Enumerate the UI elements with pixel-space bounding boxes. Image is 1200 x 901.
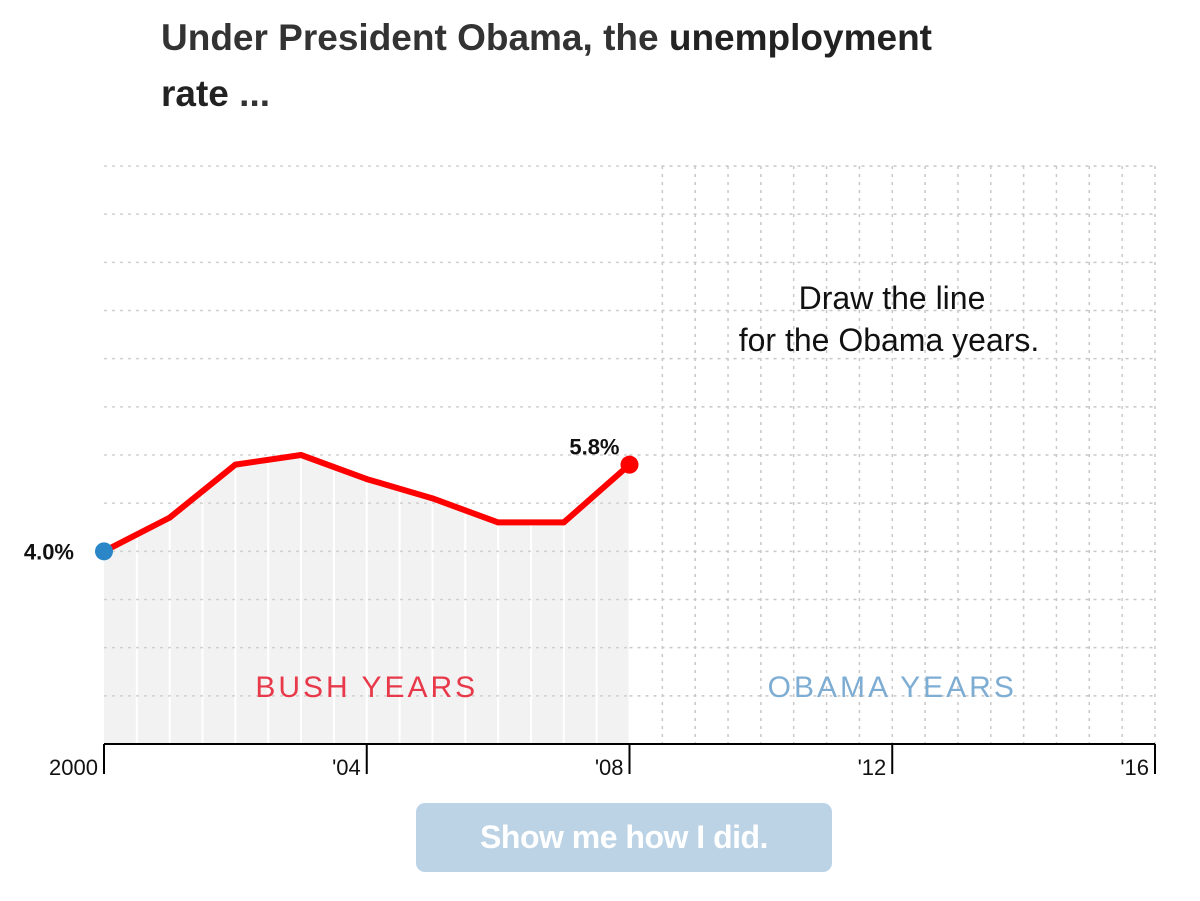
draw-prompt-line-2: for the Obama years. <box>739 322 1040 358</box>
x-tick-label: '16 <box>1120 755 1149 780</box>
headline-emphasis: unemployment <box>668 17 932 58</box>
bush-years-label: BUSH YEARS <box>255 671 478 704</box>
x-tick-label: '08 <box>595 755 624 780</box>
x-tick-label: '04 <box>332 755 361 780</box>
show-me-how-i-did-button[interactable]: Show me how I did. <box>416 803 832 872</box>
data-point <box>298 452 305 458</box>
data-point <box>560 519 567 526</box>
headline: Under President Obama, the unemployment r… <box>161 10 1041 122</box>
draw-prompt-line-1: Draw the line <box>799 280 986 316</box>
obama-years-label: OBAMA YEARS <box>768 671 1017 704</box>
unemployment-chart[interactable]: 2000 '04 '08 '12 '16 BUSH YEARS OBAMA YEARS Dra… <box>0 0 1200 800</box>
headline-emphasis-rate: rate <box>161 73 229 114</box>
end-point-marker <box>620 455 639 474</box>
data-point <box>429 495 436 502</box>
data-point <box>495 519 502 526</box>
headline-text: Under President Obama, the <box>161 17 669 58</box>
start-value-label: 4.0% <box>24 539 74 564</box>
data-point <box>232 461 239 468</box>
data-point <box>363 476 370 483</box>
x-tick-label: 2000 <box>49 755 98 780</box>
headline-ellipsis: ... <box>228 73 271 114</box>
end-value-label: 5.8% <box>569 435 619 460</box>
start-point-marker <box>95 542 113 561</box>
x-tick-label: '12 <box>858 755 887 780</box>
data-point <box>166 514 173 521</box>
